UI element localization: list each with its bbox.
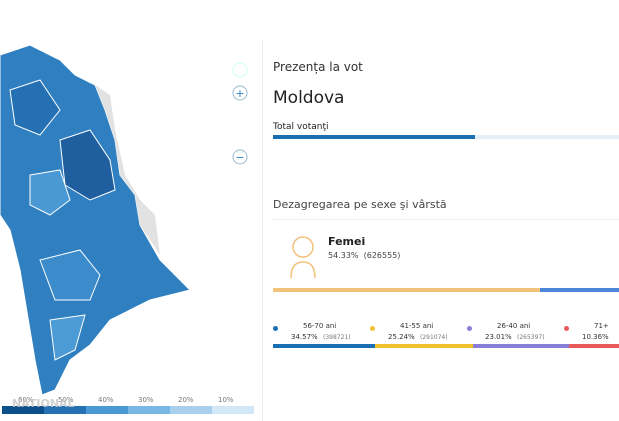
legend-label: 60% xyxy=(18,396,34,404)
age-seg xyxy=(569,344,619,348)
legend-label: 20% xyxy=(178,396,194,404)
age-dot xyxy=(370,326,375,331)
gender-count: (626555) xyxy=(363,251,401,260)
section-title: Dezagregarea pe sexe şi vârstă xyxy=(273,198,447,211)
age-label: 41-55 ani xyxy=(400,322,434,330)
legend-swatch xyxy=(86,406,128,414)
map: + − 60% 50% 40% 30% 20% 10% xyxy=(0,44,254,414)
total-bar xyxy=(273,135,475,139)
map-region xyxy=(9,79,61,136)
zoom-controls: + − xyxy=(232,62,248,165)
total-label: Total votanţi xyxy=(273,122,329,132)
map-region xyxy=(29,169,71,216)
region-title: Moldova xyxy=(273,88,345,108)
legend: 60% 50% 40% 30% 20% 10% xyxy=(2,396,254,414)
zoom-out-icon: − xyxy=(235,151,244,164)
age-dot xyxy=(467,326,472,331)
home-button[interactable] xyxy=(232,62,248,78)
rule xyxy=(273,219,619,220)
gender-percent: 54.33% xyxy=(328,251,359,260)
age-percent: 34.57% xyxy=(291,333,318,341)
gender-stats: 54.33% (626555) xyxy=(328,251,400,260)
age-count: (265397) xyxy=(517,334,545,341)
age-percent: 23.01% xyxy=(485,333,512,341)
map-region-gray xyxy=(95,85,160,255)
age-seg xyxy=(473,344,569,348)
age-seg xyxy=(375,344,473,348)
divider xyxy=(262,40,263,421)
age-count: (291074) xyxy=(420,334,448,341)
legend-label: 50% xyxy=(58,396,74,404)
zoom-in[interactable] xyxy=(232,85,248,101)
age-label: 26-40 ani xyxy=(497,322,531,330)
age-bar xyxy=(273,344,619,348)
age-label: 71+ xyxy=(594,322,609,330)
legend-swatch xyxy=(2,406,44,414)
age-percent: 25.24% xyxy=(388,333,415,341)
legend-swatch xyxy=(170,406,212,414)
zoom-out[interactable] xyxy=(232,149,248,165)
legend-label: 10% xyxy=(218,396,234,404)
map-region xyxy=(49,314,86,361)
map-region xyxy=(39,249,101,301)
gender-bar xyxy=(273,288,540,292)
age-dot xyxy=(564,326,569,331)
age-percent: 10.36% xyxy=(582,333,609,341)
age-label: 56-70 ani xyxy=(303,322,337,330)
age-dot xyxy=(273,326,278,331)
gender-label: Femei xyxy=(328,235,366,248)
gender-track xyxy=(273,288,619,292)
legend-swatch xyxy=(212,406,254,414)
legend-swatch xyxy=(44,406,86,414)
age-seg xyxy=(273,344,375,348)
legend-label: 30% xyxy=(138,396,154,404)
subtitle: Prezența la vot xyxy=(273,60,363,74)
legend-label: 40% xyxy=(98,396,114,404)
female-icon xyxy=(290,236,316,279)
total-track xyxy=(273,135,619,139)
logo: NATIONAL xyxy=(12,397,75,410)
zoom-in-icon: + xyxy=(235,87,244,100)
legend-swatch xyxy=(128,406,170,414)
age-count: (398721) xyxy=(323,334,351,341)
